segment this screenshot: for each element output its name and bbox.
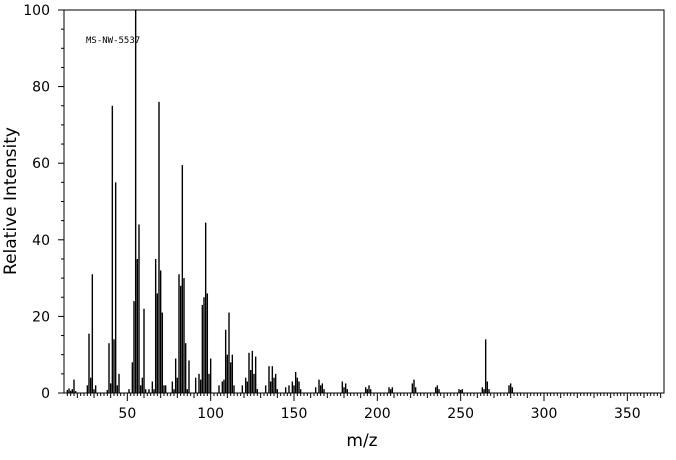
x-tick-label: 350	[614, 406, 641, 422]
annotation-label: MS-NW-5537	[86, 36, 140, 46]
y-axis: 0 20 40 60 80 100	[23, 3, 64, 402]
x-tick-label: 50	[118, 406, 136, 422]
y-tick-label: 40	[32, 233, 50, 249]
x-axis-label: m/z	[346, 431, 377, 451]
y-axis-label: Relative Intensity	[1, 127, 21, 275]
y-tick-label: 20	[32, 309, 50, 325]
x-tick-label: 250	[447, 406, 474, 422]
plot-frame	[63, 9, 665, 394]
y-tick-label: 60	[32, 156, 50, 172]
y-tick-label: 100	[23, 3, 50, 19]
y-tick-label: 0	[41, 386, 50, 402]
peaks-series	[66, 10, 514, 393]
x-tick-label: 300	[531, 406, 558, 422]
x-tick-label: 100	[197, 406, 224, 422]
x-tick-label: 200	[364, 406, 391, 422]
x-axis: 50 100 150 200 250 300 350	[66, 393, 662, 422]
y-tick-label: 80	[32, 80, 50, 96]
x-tick-label: 150	[281, 406, 308, 422]
